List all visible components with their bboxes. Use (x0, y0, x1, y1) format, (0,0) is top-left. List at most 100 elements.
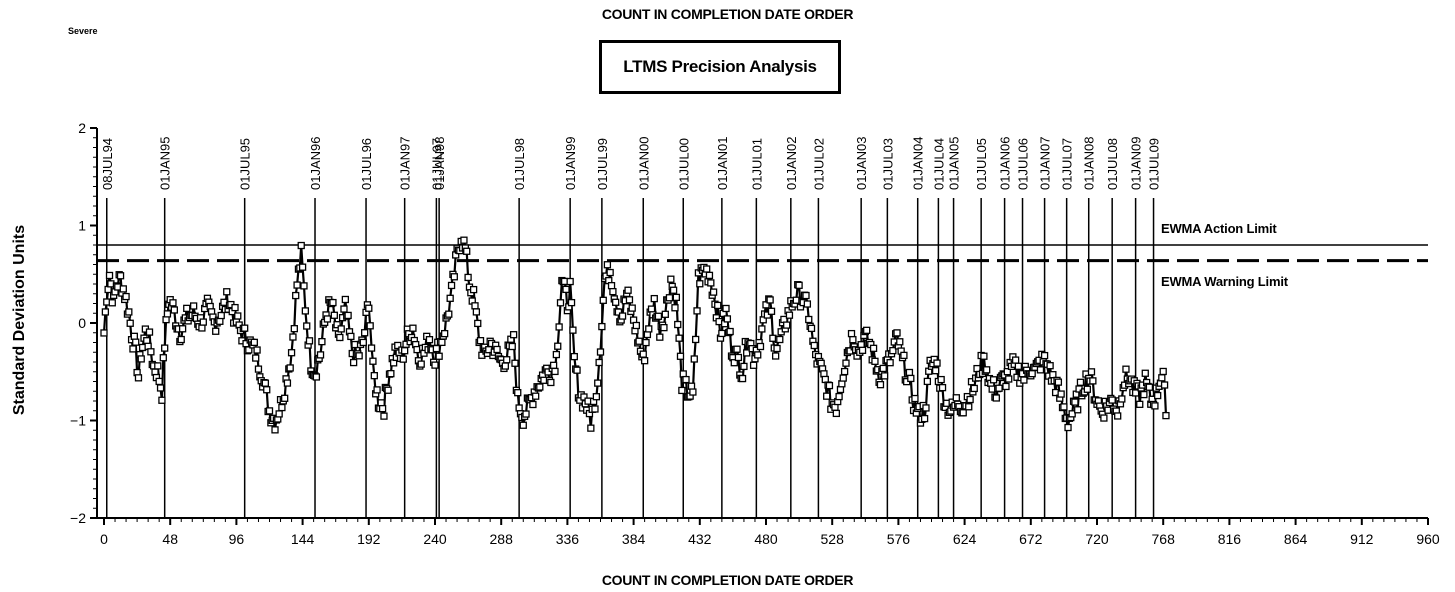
data-point-marker (624, 286, 632, 294)
data-point-marker (155, 377, 163, 386)
data-point-marker (253, 346, 261, 354)
data-point-marker (842, 359, 850, 367)
data-point-marker (508, 342, 516, 351)
data-point-marker (931, 367, 940, 375)
data-point-marker (776, 335, 784, 344)
data-point-marker (162, 315, 170, 324)
x-tick-label: 384 (622, 531, 646, 547)
data-point-marker (689, 388, 697, 396)
data-point-marker (678, 386, 686, 395)
data-point-marker (959, 409, 967, 417)
data-point-marker (366, 322, 374, 330)
data-point-marker (1046, 362, 1054, 370)
date-marker-label: 01JAN04 (911, 137, 926, 190)
data-point-marker (536, 383, 544, 391)
data-point-marker (783, 321, 791, 329)
data-point-marker (271, 426, 279, 434)
chart-title-box: LTMS Precision Analysis (599, 40, 841, 94)
data-point-marker (252, 354, 260, 362)
data-point-marker (674, 320, 682, 329)
data-point-marker (399, 355, 407, 363)
data-point-marker (871, 357, 879, 365)
data-point-marker (858, 346, 867, 354)
data-point-marker (730, 359, 738, 367)
data-point-marker (177, 335, 185, 344)
data-point-marker (460, 236, 468, 244)
data-point-marker (832, 409, 840, 418)
warning-limit-label: EWMA Warning Limit (1161, 274, 1288, 289)
data-point-marker (591, 405, 599, 413)
data-point-marker (754, 351, 762, 359)
data-point-marker (733, 345, 741, 353)
data-point-marker (101, 308, 110, 316)
data-point-marker (231, 303, 239, 312)
data-point-marker (1071, 398, 1079, 406)
data-point-marker (840, 367, 849, 376)
data-point-marker (966, 395, 974, 404)
data-point-marker (980, 352, 988, 360)
data-point-marker (618, 312, 627, 320)
data-point-marker (312, 373, 321, 381)
data-point-marker (116, 272, 125, 280)
data-point-marker (169, 299, 177, 307)
data-point-marker (614, 308, 623, 316)
data-point-marker (289, 333, 297, 341)
data-point-marker (1158, 374, 1166, 382)
data-point-marker (503, 356, 511, 364)
data-point-marker (835, 392, 843, 401)
data-point-marker (1089, 377, 1097, 385)
data-point-marker (596, 348, 605, 356)
data-point-marker (555, 323, 563, 331)
data-point-marker (907, 374, 915, 383)
data-point-marker (300, 282, 308, 290)
data-point-marker (703, 265, 711, 273)
data-point-marker (1005, 375, 1013, 383)
data-point-marker (347, 332, 355, 341)
data-point-marker (1060, 403, 1068, 411)
data-point-marker (301, 307, 310, 315)
data-point-marker (158, 396, 166, 404)
date-marker-label: 01JUL97 (429, 138, 444, 190)
data-point-marker (965, 403, 973, 411)
data-point-marker (569, 326, 577, 334)
data-point-marker (298, 263, 307, 271)
data-point-marker (474, 319, 482, 328)
data-point-marker (628, 304, 636, 312)
data-point-marker (333, 321, 341, 329)
data-point-marker (879, 364, 887, 373)
data-point-marker (234, 312, 242, 320)
data-point-marker (687, 382, 696, 390)
data-point-marker (682, 375, 690, 384)
data-point-marker (743, 349, 751, 357)
severity-label: Severe (68, 26, 98, 36)
date-marker-label: 01JAN07 (1038, 137, 1053, 190)
x-tick-label: 336 (556, 531, 580, 547)
data-point-marker (290, 325, 298, 333)
data-point-marker (718, 329, 726, 338)
data-point-marker (1054, 378, 1063, 386)
data-point-marker (199, 318, 207, 326)
data-point-marker (1114, 412, 1122, 420)
data-point-marker (1141, 369, 1149, 377)
date-marker-label: 01JUL09 (1147, 138, 1162, 190)
data-point-marker (1014, 362, 1023, 370)
data-point-marker (923, 377, 932, 386)
data-point-marker (839, 374, 847, 382)
data-point-marker (476, 337, 485, 345)
data-point-marker (1087, 368, 1096, 376)
data-point-marker (330, 311, 338, 319)
data-point-marker (370, 372, 378, 380)
data-point-marker (361, 329, 369, 337)
data-point-marker (1028, 370, 1036, 378)
data-point-marker (889, 346, 897, 355)
data-point-marker (726, 327, 734, 336)
data-point-marker (384, 386, 392, 394)
data-point-marker (1064, 423, 1072, 432)
date-marker-label: 01JUL00 (676, 138, 691, 190)
data-point-marker (373, 386, 381, 394)
x-tick-label: 768 (1152, 531, 1176, 547)
data-point-marker (254, 365, 263, 373)
data-point-marker (137, 355, 145, 363)
data-point-marker (212, 327, 220, 335)
data-point-marker (722, 304, 730, 313)
